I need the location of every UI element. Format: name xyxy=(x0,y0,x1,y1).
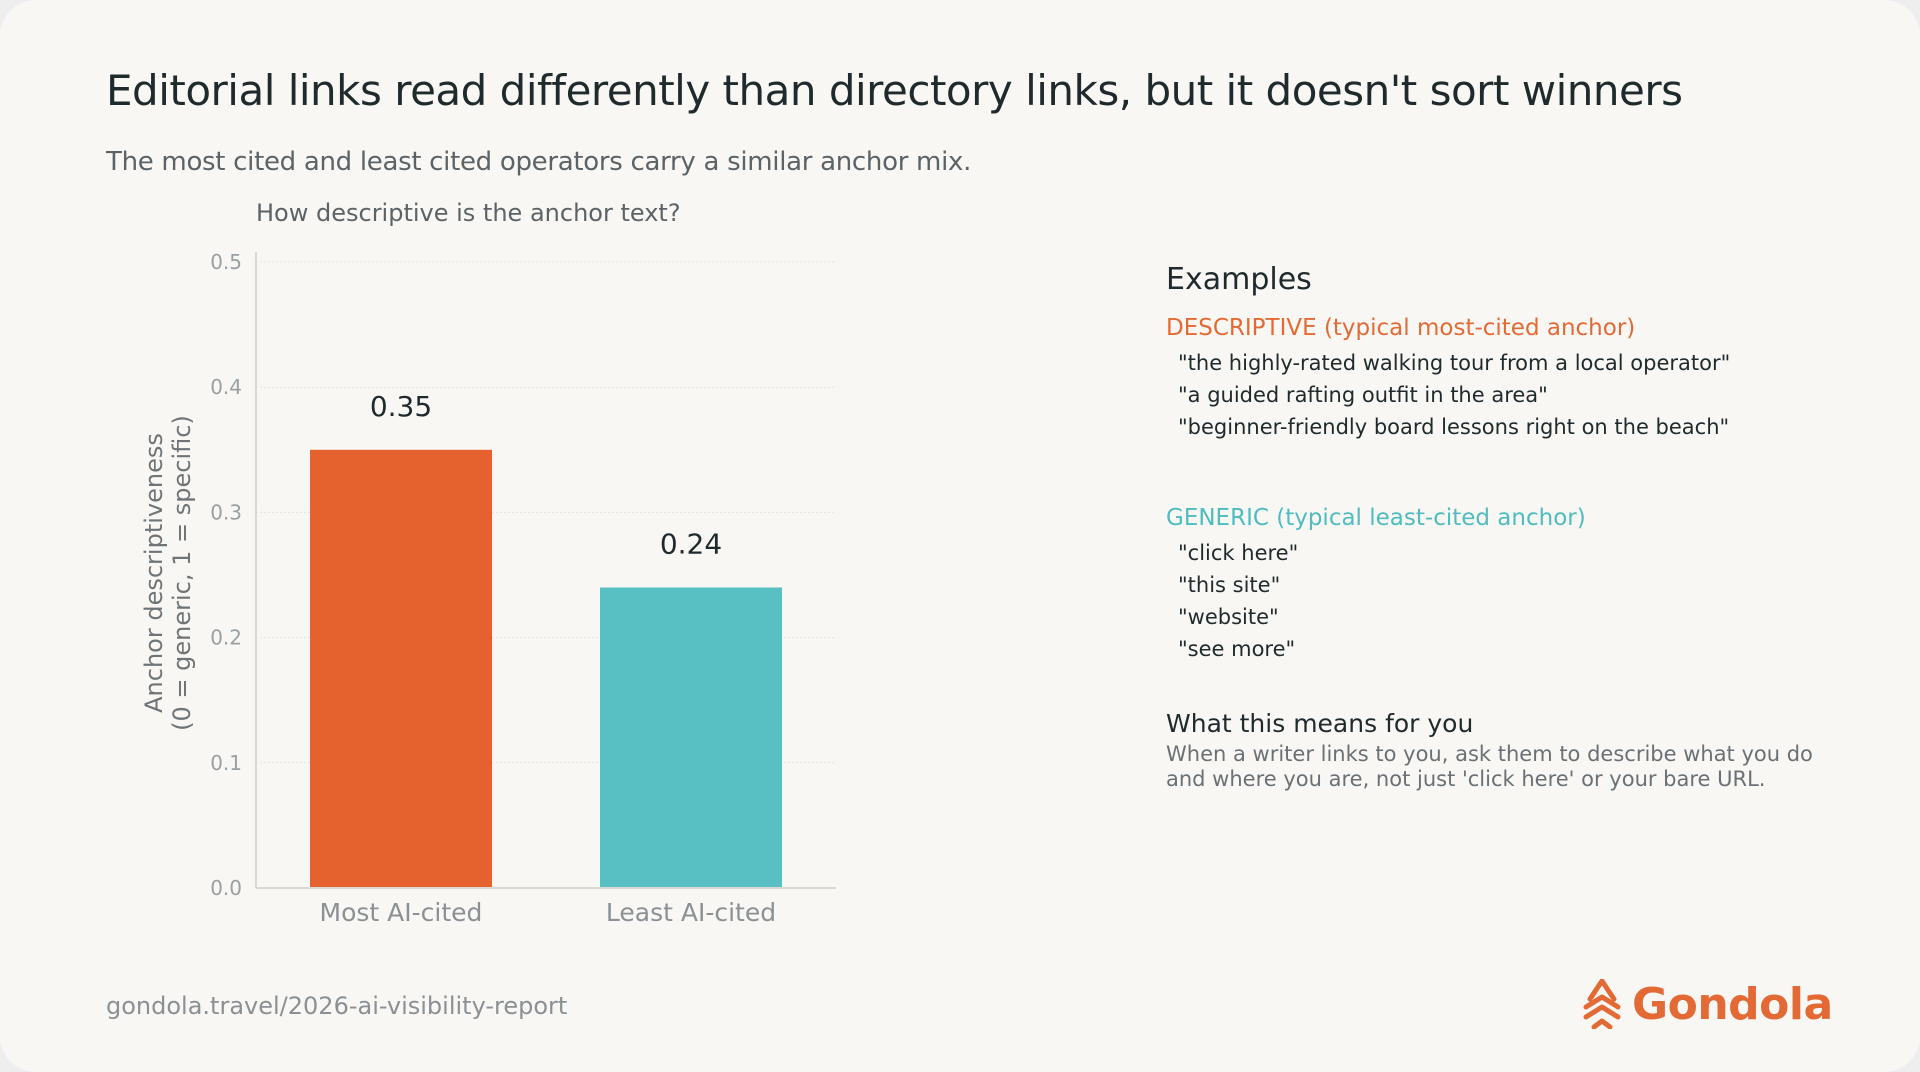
bar xyxy=(600,587,782,887)
y-tick-label: 0.0 xyxy=(210,876,242,900)
x-tick-label: Most AI-cited xyxy=(320,898,483,927)
axes xyxy=(255,252,836,889)
list-item: "this site" xyxy=(1178,573,1281,597)
y-axis-label-line2: (0 = generic, 1 = specific) xyxy=(168,415,196,731)
y-tick-label: 0.4 xyxy=(210,375,242,399)
generic-list: "click here" "this site" "website" "see … xyxy=(1166,537,1866,665)
chart-title: How descriptive is the anchor text? xyxy=(256,199,681,227)
descriptive-heading: DESCRIPTIVE (typical most-cited anchor) xyxy=(1166,315,1636,341)
list-item: "the highly-rated walking tour from a lo… xyxy=(1178,351,1731,375)
list-item: "a guided rafting outfit in the area" xyxy=(1178,383,1548,407)
data-label: 0.24 xyxy=(660,528,722,561)
y-tick-label: 0.5 xyxy=(210,250,242,274)
gondola-logo: Gondola xyxy=(1582,976,1833,1032)
examples-panel: Examples DESCRIPTIVE (typical most-cited… xyxy=(1166,262,1866,792)
data-label: 0.35 xyxy=(370,390,432,423)
y-axis-label-line1: Anchor descriptiveness xyxy=(140,433,168,713)
footer-url: gondola.travel/2026-ai-visibility-report xyxy=(106,992,568,1020)
y-tick-label: 0.2 xyxy=(210,626,242,650)
generic-heading: GENERIC (typical least-cited anchor) xyxy=(1166,505,1586,531)
y-tick-label: 0.1 xyxy=(210,751,242,775)
labels: 0.0 0.1 0.2 0.3 0.4 0.5 0.35 Most AI-cited 0.24 L… xyxy=(210,250,776,927)
descriptive-list: "the highly-rated walking tour from a lo… xyxy=(1166,347,1866,443)
list-item: "see more" xyxy=(1178,637,1296,661)
bars xyxy=(310,449,782,887)
bar xyxy=(310,449,492,887)
gondola-logo-icon xyxy=(1583,979,1621,1029)
page-title: Editorial links read differently than di… xyxy=(106,66,1683,115)
page-subtitle: The most cited and least cited operators… xyxy=(106,147,972,177)
x-tick-label: Least AI-cited xyxy=(606,898,776,927)
y-tick-label: 0.3 xyxy=(210,500,242,524)
brand-name: Gondola xyxy=(1632,978,1833,1030)
list-item: "click here" xyxy=(1178,541,1299,565)
means-body: When a writer links to you, ask them to … xyxy=(1166,742,1813,791)
list-item: "website" xyxy=(1178,605,1279,629)
means-heading: What this means for you xyxy=(1166,709,1474,738)
list-item: "beginner-friendly board lessons right o… xyxy=(1178,415,1730,439)
examples-heading: Examples xyxy=(1166,262,1312,297)
